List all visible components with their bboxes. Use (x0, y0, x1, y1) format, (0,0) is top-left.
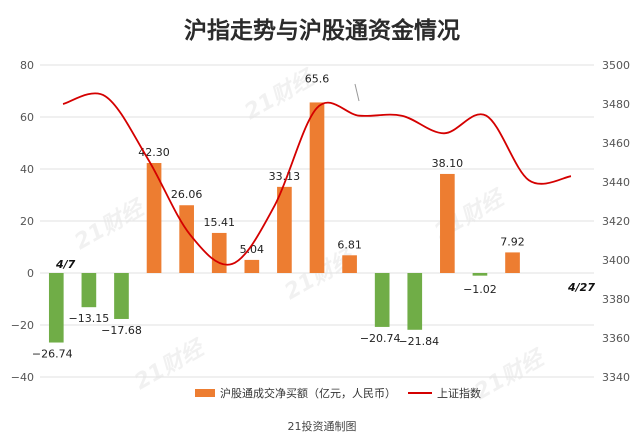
bar-value-label: −26.74 (32, 348, 73, 361)
bar-value-label: 26.06 (171, 188, 203, 201)
bar-data-labels: −26.74−13.15−17.6842.3026.0615.415.0433.… (32, 72, 525, 360)
bar-value-label: 65.6 (305, 72, 330, 85)
bar (81, 273, 97, 308)
right-tick-label: 3340 (602, 371, 630, 384)
watermark: 21财经 (70, 194, 150, 255)
start-date-label: 4/7 (55, 258, 76, 271)
bar-series (48, 102, 520, 343)
bar (440, 173, 455, 273)
left-tick-label: 0 (27, 267, 34, 280)
bar-value-label: −17.68 (101, 324, 142, 337)
right-axis-ticks: 3340 3360 3380 3400 3420 3440 3460 3480 3500 (602, 59, 630, 384)
bar (342, 255, 357, 273)
right-tick-label: 3440 (602, 176, 630, 189)
left-axis-ticks: −40 −20 0 20 40 60 80 (11, 59, 34, 384)
bar (114, 273, 129, 319)
right-tick-label: 3480 (602, 98, 630, 111)
bar (179, 205, 194, 273)
bar-value-label: 7.92 (500, 235, 525, 248)
legend-bar-label: 沪股通成交净买额（亿元，人民币） (220, 386, 396, 400)
bar (309, 102, 325, 273)
bar-value-label: −13.15 (69, 312, 110, 325)
bar (48, 273, 64, 343)
legend-line-label: 上证指数 (437, 386, 481, 400)
end-date-label: 4/27 (567, 281, 595, 294)
right-tick-label: 3420 (602, 215, 630, 228)
left-tick-label: −40 (11, 371, 34, 384)
watermark: 21财经 (470, 344, 550, 405)
bar-value-label: 33.13 (269, 170, 301, 183)
bar (244, 259, 260, 273)
left-tick-label: 80 (20, 59, 34, 72)
bar (277, 186, 292, 273)
bar-value-label: −21.84 (398, 335, 439, 348)
right-tick-label: 3400 (602, 254, 630, 267)
bar-value-label: −1.02 (463, 283, 497, 296)
bar-value-label: 42.30 (138, 146, 170, 159)
bar (472, 273, 488, 276)
line-series (62, 92, 572, 266)
bar (374, 273, 390, 327)
left-tick-label: 20 (20, 215, 34, 228)
right-tick-label: 3380 (602, 293, 630, 306)
watermark: 21财经 (130, 334, 210, 395)
right-tick-label: 3360 (602, 332, 630, 345)
left-tick-label: 40 (20, 163, 34, 176)
bar-value-label: 6.81 (337, 238, 362, 251)
source-note: 21投资通制图 (288, 419, 357, 433)
legend-bar-swatch (195, 389, 215, 397)
bar (146, 163, 162, 273)
index-line (62, 92, 572, 266)
peak-label-leader (354, 83, 360, 102)
bar (407, 273, 423, 330)
right-tick-label: 3500 (602, 59, 630, 72)
bar-value-label: 38.10 (432, 157, 464, 170)
bar-value-label: −20.74 (360, 332, 401, 345)
bar (505, 252, 520, 273)
left-tick-label: −20 (11, 319, 34, 332)
chart-title: 沪指走势与沪股通资金情况 (184, 17, 460, 44)
bar (211, 232, 227, 273)
right-tick-label: 3460 (602, 137, 630, 150)
bar-value-label: 15.41 (203, 216, 235, 229)
left-tick-label: 60 (20, 111, 34, 124)
legend: 沪股通成交净买额（亿元，人民币） 上证指数 (195, 386, 481, 400)
